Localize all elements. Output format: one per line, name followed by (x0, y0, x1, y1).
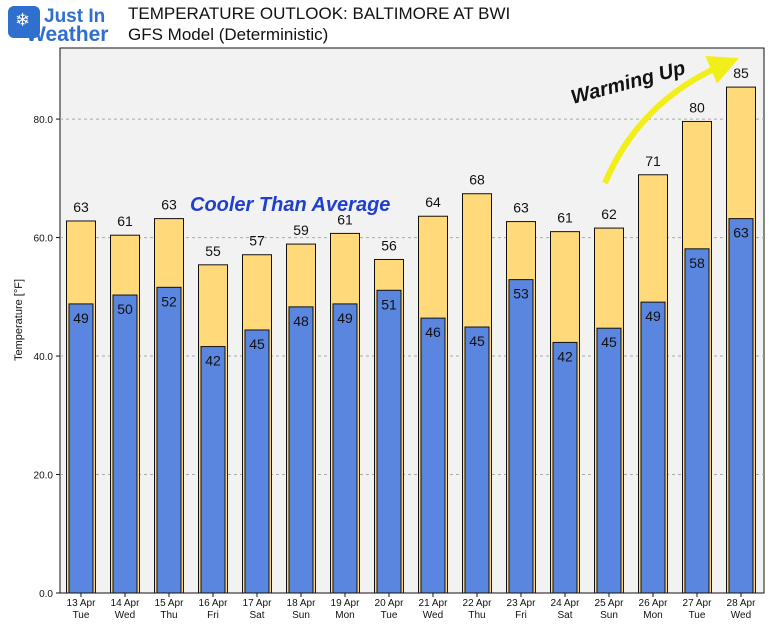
data-label-high: 55 (205, 243, 221, 259)
y-tick-label: 20.0 (34, 471, 54, 482)
data-label-high: 56 (381, 237, 397, 253)
y-tick-label: 60.0 (34, 234, 54, 245)
data-label-low: 45 (249, 336, 265, 352)
warming-arrow (602, 56, 739, 185)
x-tick-label-day: Tue (381, 610, 398, 621)
data-label-low: 52 (161, 293, 177, 309)
x-tick-label-day: Mon (643, 610, 662, 621)
data-label-low: 49 (337, 310, 353, 326)
x-tick-label-day: Wed (731, 610, 751, 621)
bar-low (552, 341, 578, 594)
bar-low (728, 218, 754, 594)
logo-line1: Just In (44, 6, 106, 27)
x-tick-label-day: Mon (335, 610, 354, 621)
data-label-low: 63 (733, 225, 749, 241)
bar-low (244, 329, 270, 594)
x-tick-label-date: 18 Apr (287, 598, 317, 609)
data-label-low: 50 (117, 301, 133, 317)
x-tick-label-date: 19 Apr (331, 598, 361, 609)
chart-title: TEMPERATURE OUTLOOK: BALTIMORE AT BWI (128, 4, 511, 23)
x-tick-label-day: Thu (160, 610, 177, 621)
x-tick-label-day: Thu (468, 610, 485, 621)
data-label-high: 85 (733, 65, 749, 81)
data-label-low: 58 (689, 255, 705, 271)
bar-low (420, 317, 446, 594)
x-tick-label-day: Tue (73, 610, 90, 621)
x-tick-label-date: 23 Apr (507, 598, 537, 609)
annotation-cooler: Cooler Than Average (190, 194, 390, 216)
data-label-high: 63 (161, 197, 177, 213)
y-tick-label: 40.0 (34, 352, 54, 363)
data-label-low: 42 (205, 353, 221, 369)
data-label-high: 61 (557, 210, 573, 226)
bar-low (112, 294, 138, 594)
x-tick-label-date: 26 Apr (639, 598, 669, 609)
x-tick-label-date: 25 Apr (595, 598, 625, 609)
bar-low (288, 306, 314, 594)
data-label-high: 61 (337, 211, 353, 227)
x-tick-label-date: 20 Apr (375, 598, 405, 609)
data-label-low: 45 (601, 334, 617, 350)
data-label-high: 80 (689, 99, 705, 115)
logo-line2: Weather (26, 23, 109, 46)
bar-low (200, 346, 226, 594)
data-label-high: 61 (117, 213, 133, 229)
data-label-high: 71 (645, 153, 661, 169)
x-tick-label-date: 21 Apr (419, 598, 449, 609)
data-label-low: 48 (293, 313, 309, 329)
x-tick-label-date: 15 Apr (155, 598, 185, 609)
data-label-low: 49 (73, 310, 89, 326)
data-label-high: 68 (469, 172, 485, 188)
x-tick-label-date: 16 Apr (199, 598, 229, 609)
bar-low (376, 289, 402, 594)
data-label-low: 53 (513, 286, 529, 302)
x-tick-label-date: 17 Apr (243, 598, 273, 609)
bar-low (68, 303, 94, 594)
data-label-low: 49 (645, 308, 661, 324)
y-axis-label: Temperature [°F] (13, 279, 25, 361)
snowflake-sun-icon: ❄ (8, 6, 40, 38)
bar-low (640, 301, 666, 594)
x-tick-label-day: Fri (515, 610, 527, 621)
data-label-low: 45 (469, 333, 485, 349)
x-tick-label-day: Fri (207, 610, 219, 621)
x-tick-label-day: Tue (689, 610, 706, 621)
x-tick-label-day: Sun (292, 610, 310, 621)
bar-low (508, 279, 534, 594)
x-tick-label-date: 14 Apr (111, 598, 141, 609)
data-label-high: 63 (513, 200, 529, 216)
data-label-high: 63 (73, 199, 89, 215)
data-label-high: 62 (601, 206, 617, 222)
x-tick-label-day: Wed (115, 610, 135, 621)
x-tick-label-date: 27 Apr (683, 598, 713, 609)
chart-subtitle: GFS Model (Deterministic) (128, 25, 329, 44)
x-tick-label-day: Sat (249, 610, 264, 621)
x-tick-label-date: 13 Apr (67, 598, 97, 609)
data-label-low: 51 (381, 296, 397, 312)
x-tick-label-date: 28 Apr (727, 598, 757, 609)
data-label-high: 64 (425, 194, 441, 210)
y-tick-label: 0.0 (39, 589, 53, 600)
bar-low (464, 326, 490, 594)
x-tick-label-date: 22 Apr (463, 598, 493, 609)
x-tick-label-day: Sat (557, 610, 572, 621)
x-tick-label-day: Sun (600, 610, 618, 621)
data-label-low: 42 (557, 348, 573, 364)
bar-low (332, 303, 358, 594)
y-tick-label: 80.0 (34, 115, 54, 126)
bar-low (156, 286, 182, 594)
x-tick-label-day: Wed (423, 610, 443, 621)
logo: ❄ Just In Weather (8, 4, 120, 46)
data-label-high: 59 (293, 222, 309, 238)
x-tick-label-date: 24 Apr (551, 598, 581, 609)
bar-low (684, 248, 710, 594)
data-label-high: 57 (249, 233, 265, 249)
bar-low (596, 327, 622, 594)
data-label-low: 46 (425, 324, 441, 340)
